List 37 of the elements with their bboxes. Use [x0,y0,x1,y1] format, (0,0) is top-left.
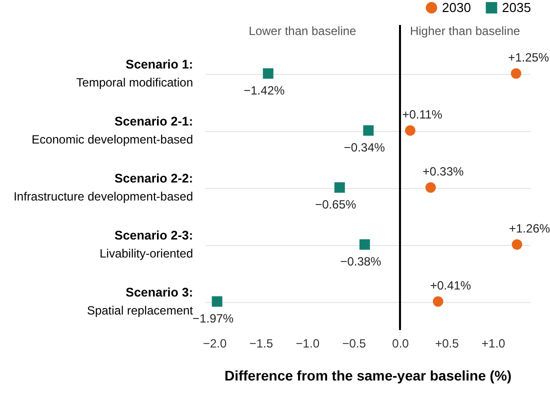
data-label: +0.11% [402,108,443,122]
point [262,68,274,79]
data-label: −0.65% [315,198,356,212]
data-label: +1.25% [508,50,550,64]
data-label: +0.33% [422,164,464,178]
x-tick-label: +1.0 [482,336,506,350]
x-axis-title: Difference from the same-year baseline (%) [224,368,512,384]
point [359,239,370,250]
point [510,68,522,79]
data-label: +1.26% [509,222,550,236]
point [334,182,345,193]
category-label: Scenario 1: Temporal modification [76,58,193,90]
x-tick-label: −2.0 [202,336,227,350]
annotation: Higher than baseline [410,24,520,38]
category-label: Scenario 3: Spatial replacement [86,286,193,318]
data-label: −1.97% [192,312,234,326]
category-label: Scenario 2-3: Livability-oriented [100,228,193,260]
data-label: −1.42% [244,84,285,98]
x-tick-label: −1.5 [249,336,274,350]
point [212,296,222,307]
point [425,182,436,193]
legend-label: 2035 [502,0,531,15]
point [512,239,522,250]
category-label: Scenario 2-1: Economic development-based [32,114,193,146]
legend-label: 2030 [442,0,471,15]
data-label: +0.41% [430,278,472,292]
category-label: Scenario 2-2: Infrastructure development-based [14,172,193,204]
x-tick-label: 0.0 [392,336,410,350]
point [404,125,416,136]
data-label: −0.34% [344,140,386,154]
annotation: Lower than baseline [248,24,357,38]
x-tick-label: −1.0 [296,336,320,350]
x-tick-label: +0.5 [435,336,460,350]
data-label: −0.38% [340,254,382,268]
point [432,296,444,307]
point [363,125,374,136]
x-tick-label: −0.5 [342,336,366,350]
